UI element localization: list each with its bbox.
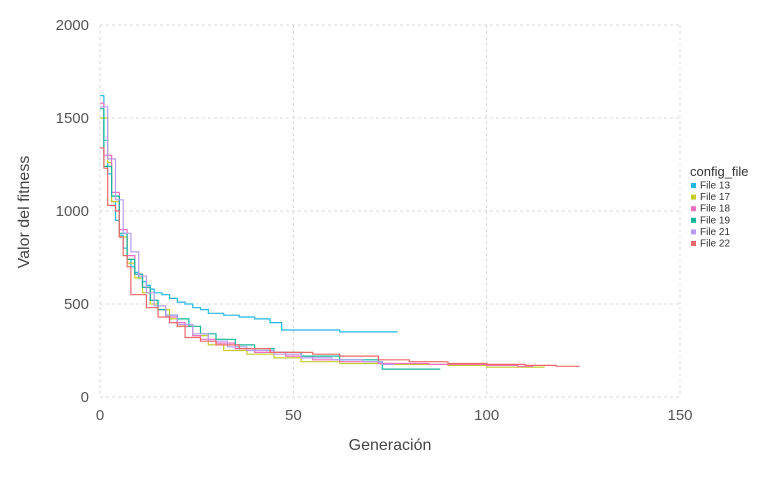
series-line-file-22 [100, 147, 580, 367]
x-tick-label: 100 [474, 407, 499, 424]
legend-label: File 18 [700, 204, 730, 215]
x-tick-label: 50 [285, 407, 302, 424]
y-tick-label: 500 [64, 296, 89, 313]
legend-label: File 21 [700, 227, 730, 238]
y-tick-label: 2000 [56, 17, 89, 34]
series-line-file-19 [100, 108, 441, 370]
legend-swatch [691, 241, 696, 246]
gridlines [99, 24, 681, 398]
y-axis-ticks: 0 500 1000 1500 2000 [56, 17, 89, 406]
series-lines [100, 95, 580, 370]
legend-swatch [691, 217, 696, 223]
legend-swatch [691, 229, 696, 235]
legend-label: File 19 [700, 215, 730, 226]
x-axis-title: Generación [349, 437, 432, 454]
legend-swatch [691, 206, 696, 212]
legend-swatch [691, 194, 696, 200]
y-tick-label: 1500 [56, 110, 89, 127]
legend-title: config_file [690, 164, 749, 179]
x-tick-label: 150 [667, 407, 692, 424]
series-line-file-21 [100, 106, 395, 366]
legend-label: File 22 [700, 239, 730, 250]
legend-swatch [691, 183, 696, 188]
x-tick-label: 0 [96, 407, 104, 424]
legend-label: File 17 [700, 192, 730, 203]
y-axis-title: Valor del fitness [16, 156, 33, 269]
y-tick-label: 1000 [56, 203, 89, 220]
legend-label: File 13 [700, 181, 730, 192]
series-line-file-18 [100, 102, 534, 367]
x-axis-ticks: 0 50 100 150 [96, 407, 693, 424]
y-tick-label: 0 [81, 389, 89, 406]
series-line-file-13 [100, 95, 398, 333]
